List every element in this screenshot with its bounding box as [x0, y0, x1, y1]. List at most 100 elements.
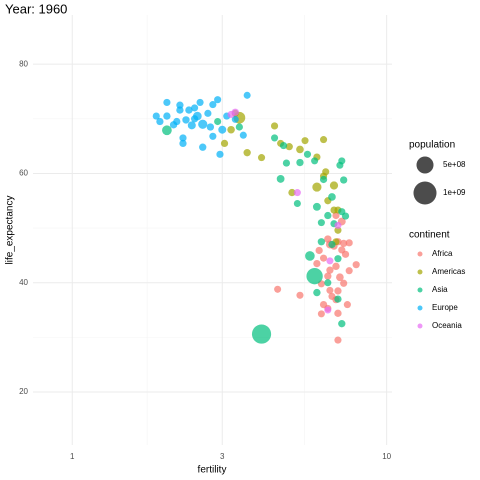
- point: [312, 202, 321, 211]
- point: [227, 125, 235, 134]
- y-tick-label: 80: [19, 59, 28, 68]
- point: [328, 292, 336, 300]
- point: [199, 143, 207, 151]
- point: [319, 254, 328, 262]
- point: [303, 150, 312, 158]
- legend-label: Americas: [432, 267, 465, 276]
- point: [334, 336, 342, 344]
- point: [251, 324, 272, 344]
- point: [345, 267, 353, 275]
- point: [324, 279, 332, 287]
- point: [206, 123, 215, 131]
- point: [341, 212, 350, 220]
- point: [218, 125, 227, 134]
- point: [196, 98, 204, 106]
- point: [179, 139, 187, 148]
- point: [176, 106, 184, 114]
- point: [243, 91, 251, 99]
- point: [214, 96, 222, 104]
- point: [198, 119, 208, 129]
- legend-label: Africa: [432, 249, 453, 258]
- point: [276, 175, 285, 183]
- point: [162, 125, 172, 136]
- y-tick-label: 60: [19, 169, 28, 178]
- y-axis-title: life_expectancy: [5, 196, 16, 265]
- point: [338, 320, 346, 328]
- grid: [33, 15, 392, 445]
- point: [301, 137, 309, 145]
- point: [152, 112, 160, 120]
- point: [288, 188, 296, 197]
- point: [227, 110, 235, 118]
- y-tick-label: 20: [19, 387, 28, 396]
- x-tick-label: 10: [382, 452, 391, 461]
- point: [317, 310, 325, 318]
- point: [326, 266, 334, 274]
- point: [343, 301, 351, 309]
- point: [270, 134, 279, 142]
- point: [282, 159, 291, 167]
- point: [163, 98, 171, 107]
- point: [324, 235, 332, 243]
- x-tick-label: 3: [220, 452, 225, 461]
- legend-key: [417, 287, 423, 293]
- point: [214, 117, 222, 126]
- point: [324, 306, 332, 314]
- point: [338, 157, 346, 165]
- point: [317, 238, 326, 246]
- point: [156, 117, 164, 126]
- point: [352, 261, 360, 269]
- point: [169, 121, 178, 129]
- legend-label: Asia: [432, 285, 448, 294]
- point: [305, 251, 315, 261]
- point: [185, 106, 193, 114]
- point: [179, 134, 187, 142]
- point: [235, 123, 243, 131]
- point: [193, 111, 202, 121]
- point: [313, 259, 321, 268]
- point: [326, 257, 334, 265]
- legend-key: [417, 323, 423, 329]
- point: [313, 288, 321, 297]
- legend-label: Oceania: [432, 321, 462, 330]
- point: [257, 154, 266, 162]
- point: [319, 175, 328, 184]
- point: [320, 136, 328, 144]
- size-legend-title: population: [409, 140, 455, 151]
- points: [152, 91, 360, 344]
- point: [209, 132, 217, 140]
- x-axis-title: fertility: [198, 465, 227, 476]
- point: [340, 176, 348, 184]
- point: [279, 141, 288, 150]
- point: [326, 286, 334, 294]
- point: [209, 101, 217, 109]
- point: [163, 112, 171, 120]
- y-tick-label: 40: [19, 278, 28, 287]
- size-legend-key: [416, 156, 434, 174]
- point: [216, 150, 224, 158]
- point: [231, 115, 239, 123]
- point: [329, 181, 339, 190]
- point: [334, 309, 342, 317]
- legend-key: [417, 251, 423, 257]
- point: [296, 291, 304, 299]
- point: [312, 182, 322, 192]
- point: [340, 279, 348, 287]
- point: [334, 255, 342, 263]
- legend-key: [417, 305, 423, 311]
- point: [285, 143, 293, 151]
- point: [345, 239, 353, 247]
- point: [315, 246, 323, 255]
- point: [293, 199, 301, 208]
- x-tick-label: 1: [70, 452, 75, 461]
- point: [324, 272, 332, 280]
- point: [270, 122, 279, 130]
- point: [341, 250, 350, 258]
- size-legend-label: 5e+08: [443, 160, 466, 169]
- point: [334, 226, 342, 234]
- point: [306, 268, 323, 285]
- point: [239, 131, 247, 139]
- point: [328, 240, 336, 249]
- point: [336, 273, 344, 282]
- point: [340, 239, 348, 248]
